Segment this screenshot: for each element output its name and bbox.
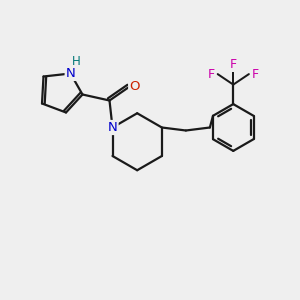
Text: O: O	[129, 80, 140, 94]
Text: N: N	[108, 121, 117, 134]
Text: F: F	[230, 58, 237, 71]
Text: F: F	[208, 68, 215, 81]
Text: F: F	[251, 68, 258, 81]
Text: H: H	[72, 55, 81, 68]
Text: N: N	[108, 121, 117, 134]
Text: N: N	[66, 67, 75, 80]
